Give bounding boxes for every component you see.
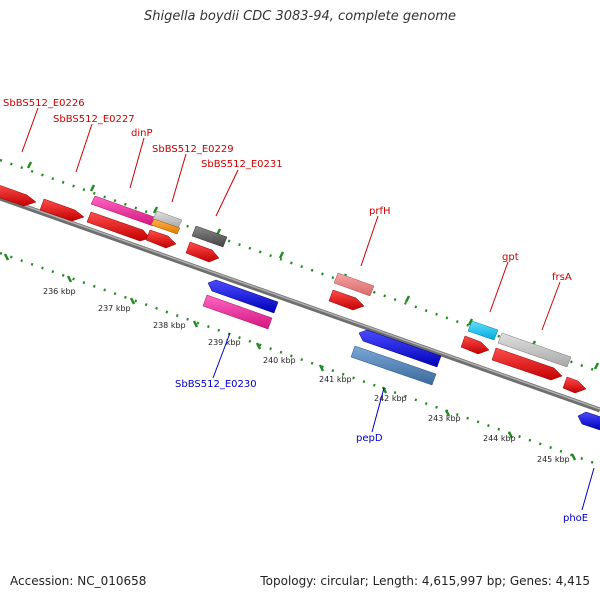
accession-text: Accession: NC_010658	[10, 574, 147, 588]
gene-label-sbbs512-e0229[interactable]: SbBS512_E0229	[152, 144, 234, 155]
gene-pepd[interactable]	[350, 345, 437, 386]
genome-backbone	[0, 195, 600, 413]
gene-forward-2[interactable]	[145, 229, 177, 249]
forward-label-leaders	[21, 107, 561, 331]
gene-reverse-1[interactable]	[207, 279, 279, 314]
gene-label-prfh[interactable]: prfH	[369, 206, 391, 217]
gene-sbbs512-e0229-b[interactable]	[150, 218, 181, 235]
genome-backbone-highlight	[0, 196, 600, 410]
gene-gpt[interactable]	[467, 320, 499, 341]
reverse-label-leaders	[212, 332, 595, 511]
lower-major-ticks	[3, 253, 577, 461]
gene-forward-7[interactable]	[562, 376, 587, 394]
gene-phoe[interactable]	[577, 411, 600, 431]
gene-label-sbbs512-e0226[interactable]: SbBS512_E0226	[3, 98, 85, 109]
gene-forward-5[interactable]	[460, 335, 490, 355]
gene-reverse-2[interactable]	[358, 329, 442, 368]
gene-label-dinp[interactable]: dinP	[131, 128, 153, 139]
gene-frsa[interactable]	[497, 332, 572, 368]
gene-sbbs512-e0227[interactable]	[39, 198, 85, 222]
gene-prfh[interactable]	[333, 272, 375, 297]
tick-label: 240 kbp	[263, 356, 296, 365]
gene-forward-6[interactable]	[491, 347, 563, 381]
gene-label-frsa[interactable]: frsA	[552, 272, 572, 283]
tick-label: 243 kbp	[428, 414, 461, 423]
tick-label: 239 kbp	[208, 338, 241, 347]
gene-forward-3[interactable]	[185, 241, 220, 263]
gene-sbbs512-e0226[interactable]	[0, 184, 37, 207]
tick-label: 241 kbp	[319, 375, 352, 384]
gene-label-sbbs512-e0230[interactable]: SbBS512_E0230	[175, 379, 257, 390]
tick-label: 236 kbp	[43, 287, 76, 296]
gene-label-phoe[interactable]: phoE	[563, 513, 588, 524]
gene-label-pepd[interactable]: pepD	[356, 433, 383, 444]
gene-forward-4[interactable]	[328, 289, 365, 311]
tick-label: 238 kbp	[153, 321, 186, 330]
tick-label: 245 kbp	[537, 455, 570, 464]
gene-label-sbbs512-e0227[interactable]: SbBS512_E0227	[53, 114, 135, 125]
gene-sbbs512-e0230[interactable]	[202, 294, 273, 330]
genome-summary-text: Topology: circular; Length: 4,615,997 bp…	[260, 574, 590, 588]
tick-label: 242 kbp	[374, 394, 407, 403]
gene-forward-1[interactable]	[86, 211, 151, 242]
tick-label: 244 kbp	[483, 434, 516, 443]
gene-label-sbbs512-e0231[interactable]: SbBS512_E0231	[201, 159, 283, 170]
tick-label: 237 kbp	[98, 304, 131, 313]
page-title: Shigella boydii CDC 3083-94, complete ge…	[143, 9, 457, 24]
gene-sbbs512-e0231[interactable]	[191, 225, 228, 248]
gene-dinp[interactable]	[90, 195, 158, 227]
gene-label-gpt[interactable]: gpt	[502, 252, 519, 263]
